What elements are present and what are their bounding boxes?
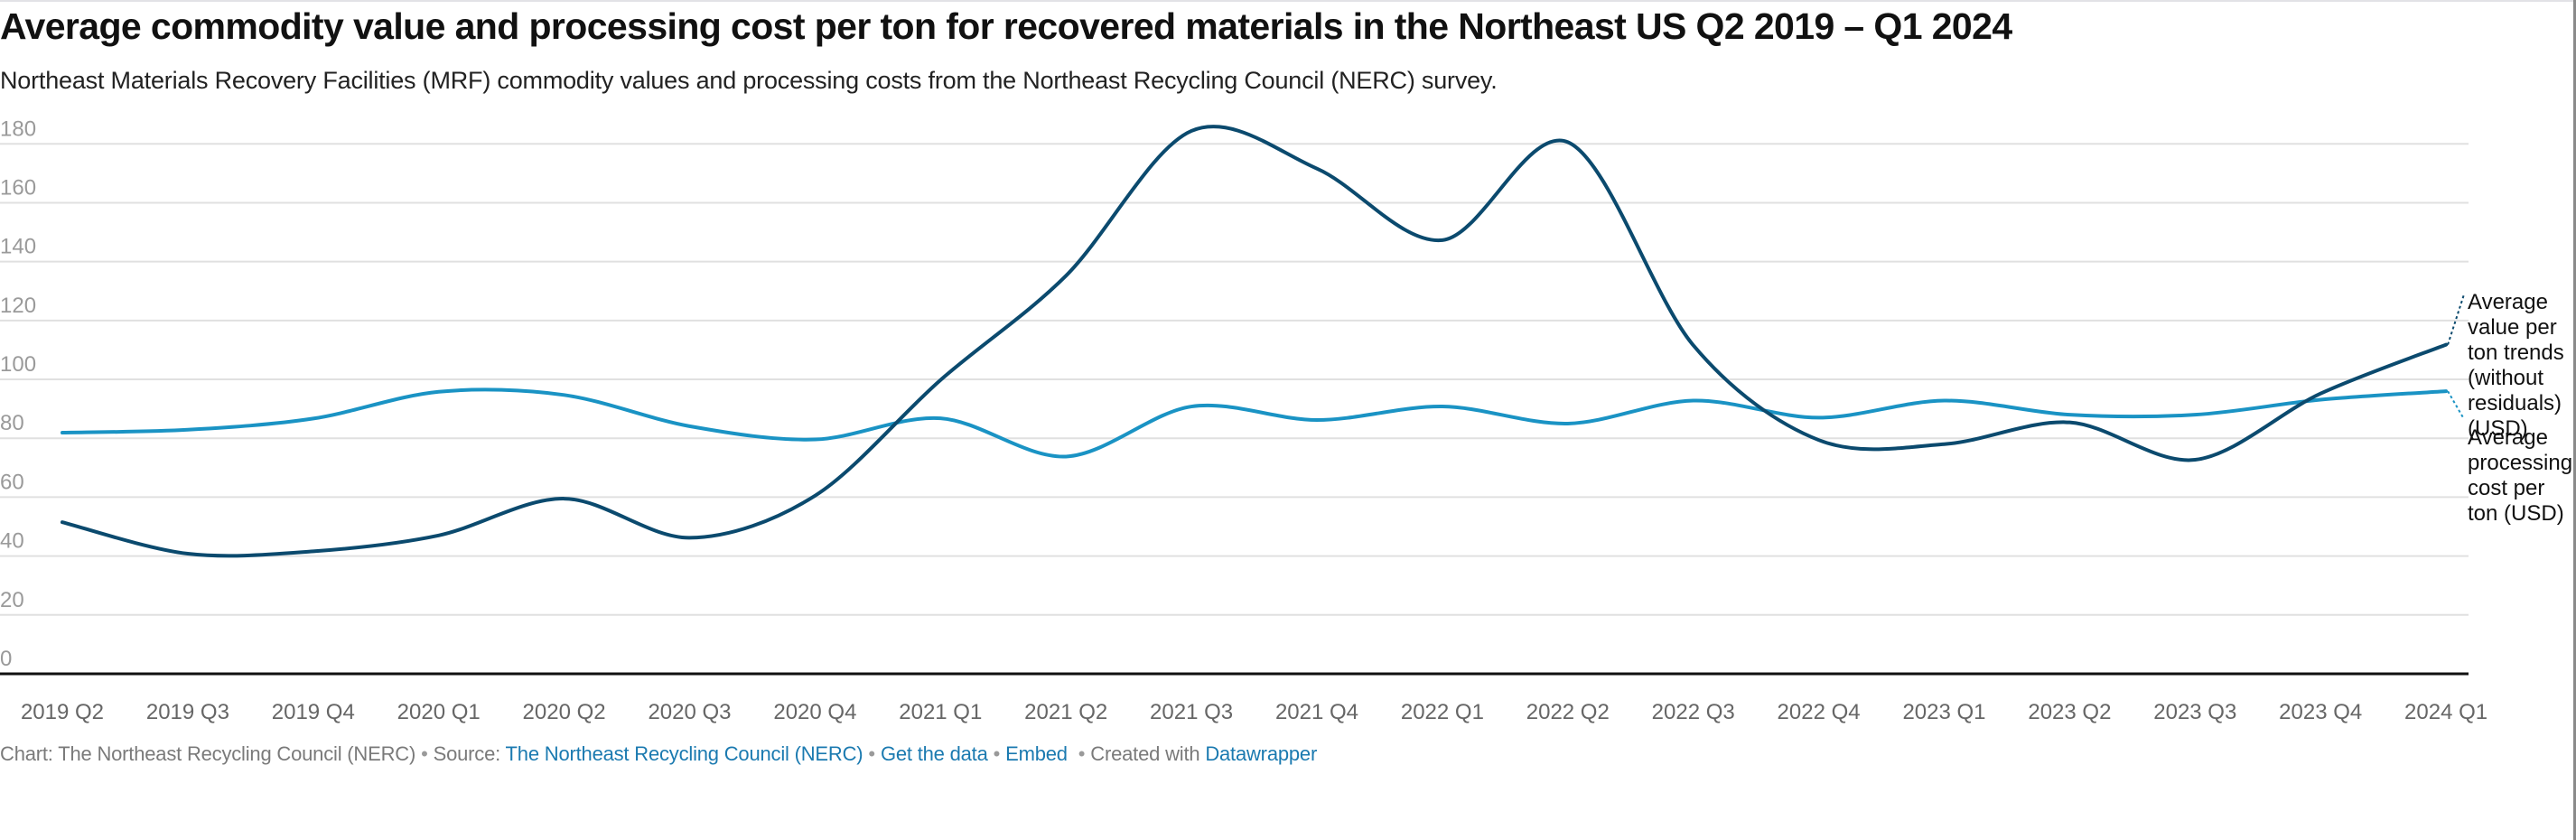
x-tick-label: 2022 Q1	[1401, 700, 1484, 724]
x-tick-label: 2021 Q1	[899, 700, 982, 724]
x-tick-label: 2020 Q3	[648, 700, 731, 724]
series-labels: Average value per ton trends (without residu…	[2447, 290, 2572, 526]
series-label-line: ton (USD)	[2468, 501, 2564, 526]
top-border	[0, 0, 2576, 2]
y-tick-label: 100	[0, 352, 36, 377]
y-tick-label: 40	[0, 529, 24, 554]
chart-title: Average commodity value and processing c…	[0, 5, 2012, 47]
separator: •	[993, 742, 1001, 765]
datawrapper-link[interactable]: Datawrapper	[1205, 742, 1318, 765]
y-tick-label: 80	[0, 411, 24, 435]
series-lines	[61, 125, 2449, 558]
series-label-line: residuals)	[2468, 391, 2562, 415]
series-label-line: processing	[2468, 451, 2572, 475]
series-label-line: cost per	[2468, 476, 2544, 500]
y-tick-label: 20	[0, 588, 24, 612]
x-tick-label: 2019 Q4	[272, 700, 355, 724]
separator: •	[868, 742, 875, 765]
value-series-line	[61, 125, 2449, 558]
gridlines	[0, 143, 2469, 616]
label-connector	[2447, 390, 2465, 420]
source-prefix: Source:	[433, 742, 501, 765]
x-tick-label: 2019 Q3	[146, 700, 229, 724]
y-axis: 0 20 40 60 80 100 120 140 160 180	[0, 117, 2469, 676]
cost-series-line	[61, 387, 2449, 459]
y-tick-label: 0	[0, 647, 12, 671]
separator: •	[421, 742, 428, 765]
chart-subtitle: Northeast Materials Recovery Facilities …	[0, 67, 1498, 94]
y-tick-label: 140	[0, 235, 36, 259]
chart-credit: Chart: The Northeast Recycling Council (…	[0, 742, 416, 765]
series-label-line: Average	[2468, 290, 2548, 314]
y-tick-label: 120	[0, 294, 36, 318]
x-axis: 2019 Q2 2019 Q3 2019 Q4 2020 Q1 2020 Q2 2020 …	[21, 700, 2487, 724]
x-tick-label: 2022 Q4	[1778, 700, 1861, 724]
x-tick-label: 2021 Q4	[1275, 700, 1358, 724]
series-label-line: value per	[2468, 315, 2557, 340]
series-label-line: (USD)	[2468, 416, 2528, 441]
x-tick-label: 2019 Q2	[21, 700, 104, 724]
x-tick-label: 2021 Q2	[1024, 700, 1107, 724]
y-tick-label: 60	[0, 470, 24, 494]
y-tick-label: 160	[0, 175, 36, 200]
series-label-line: Average	[2468, 425, 2548, 450]
x-tick-label: 2020 Q1	[397, 700, 481, 724]
cost-series-label: Average processing cost per ton (USD)	[2468, 425, 2572, 526]
separator: •	[1078, 742, 1086, 765]
x-tick-label: 2024 Q1	[2404, 700, 2487, 724]
source-link[interactable]: The Northeast Recycling Council (NERC)	[505, 742, 863, 765]
x-tick-label: 2021 Q3	[1150, 700, 1233, 724]
x-tick-label: 2022 Q3	[1652, 700, 1735, 724]
label-connector	[2447, 294, 2465, 345]
x-tick-label: 2023 Q2	[2028, 700, 2111, 724]
x-tick-label: 2020 Q4	[773, 700, 856, 724]
value-series-label: Average value per ton trends (without residu…	[2468, 290, 2564, 441]
window-edge	[2573, 0, 2576, 840]
series-label-line: (without	[2468, 366, 2543, 390]
created-with-text: Created with	[1090, 742, 1200, 765]
x-tick-label: 2023 Q3	[2153, 700, 2236, 724]
get-data-link[interactable]: Get the data	[880, 742, 988, 765]
x-tick-label: 2022 Q2	[1526, 700, 1610, 724]
x-tick-label: 2020 Q2	[523, 700, 606, 724]
y-tick-label: 180	[0, 117, 36, 141]
x-tick-label: 2023 Q1	[1902, 700, 1985, 724]
chart-footer: Chart: The Northeast Recycling Council (…	[0, 742, 1317, 766]
embed-link[interactable]: Embed	[1005, 742, 1068, 765]
series-label-line: ton trends	[2468, 341, 2564, 365]
x-tick-label: 2023 Q4	[2279, 700, 2362, 724]
